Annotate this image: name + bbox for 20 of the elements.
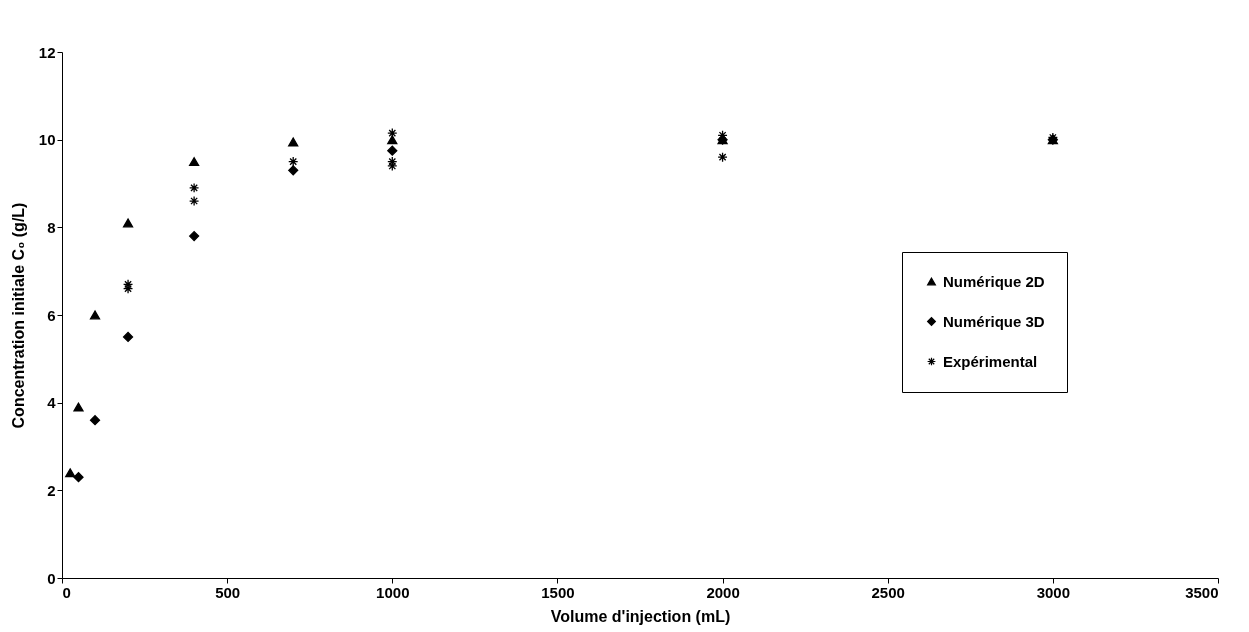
x-tick-label: 2000 <box>706 583 740 601</box>
x-tick-label: 0 <box>62 583 71 601</box>
legend-label: Expérimental <box>943 352 1038 370</box>
y-tick-label: 12 <box>38 43 56 61</box>
y-tick-label: 2 <box>47 481 56 499</box>
x-tick-label: 1000 <box>376 583 410 601</box>
x-tick-label: 2500 <box>871 583 905 601</box>
legend-label: Numérique 2D <box>943 272 1045 290</box>
y-axis-title: Concentration initiale C₀ (g/L) <box>9 202 27 429</box>
y-tick-label: 0 <box>47 569 56 587</box>
y-tick-label: 10 <box>38 131 56 149</box>
x-tick-label: 3000 <box>1036 583 1071 601</box>
x-axis-title: Volume d'injection (mL) <box>550 607 731 625</box>
x-tick-label: 3500 <box>1185 583 1219 601</box>
legend-label: Numérique 3D <box>943 312 1045 330</box>
x-tick-label: 500 <box>215 583 241 601</box>
x-tick-label: 1500 <box>541 583 575 601</box>
y-tick-label: 4 <box>47 394 57 412</box>
y-tick-label: 8 <box>47 218 56 236</box>
y-tick-label: 6 <box>47 306 56 324</box>
